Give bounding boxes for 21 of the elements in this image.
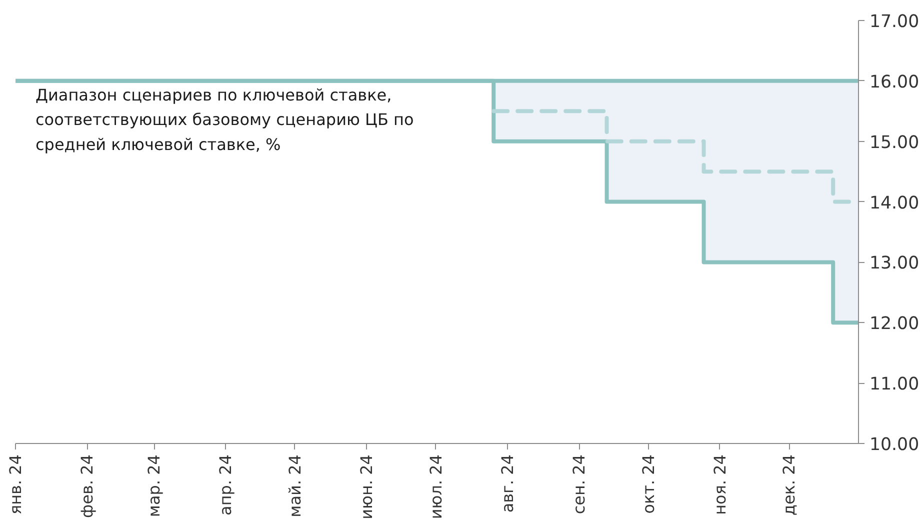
x-tick-label: сен. 24 (570, 454, 589, 514)
y-tick-label: 12.00 (870, 314, 920, 334)
x-tick-label: дек. 24 (780, 454, 799, 516)
x-tick-label: июл. 24 (426, 454, 446, 520)
x-tick-label: ноя. 24 (710, 454, 730, 515)
annotation: Диапазон сценариев по ключевой ставке, соответствующих базовому сценарию ЦБ по средней ключевой ставке, % (36, 86, 414, 154)
x-tick-label: окт. 24 (638, 454, 658, 514)
x-tick-label: июн. 24 (357, 454, 376, 520)
y-tick-label: 14.00 (870, 193, 920, 214)
y-tick-label: 17.00 (870, 12, 920, 32)
y-tick-label: 10.00 (870, 435, 920, 455)
y-tick-label: 16.00 (870, 72, 920, 92)
x-tick-label: фев. 24 (78, 454, 97, 518)
x-tick-label: мар. 24 (144, 454, 164, 518)
y-tick-label: 15.00 (870, 132, 920, 153)
y-tick-label: 11.00 (870, 374, 920, 395)
x-tick-label: янв. 24 (6, 454, 25, 515)
x-tick-label: апр. 24 (216, 454, 236, 516)
x-tick-label: авг. 24 (498, 454, 517, 513)
y-tick-label: 13.00 (870, 254, 920, 274)
x-tick-label: май. 24 (285, 454, 304, 518)
